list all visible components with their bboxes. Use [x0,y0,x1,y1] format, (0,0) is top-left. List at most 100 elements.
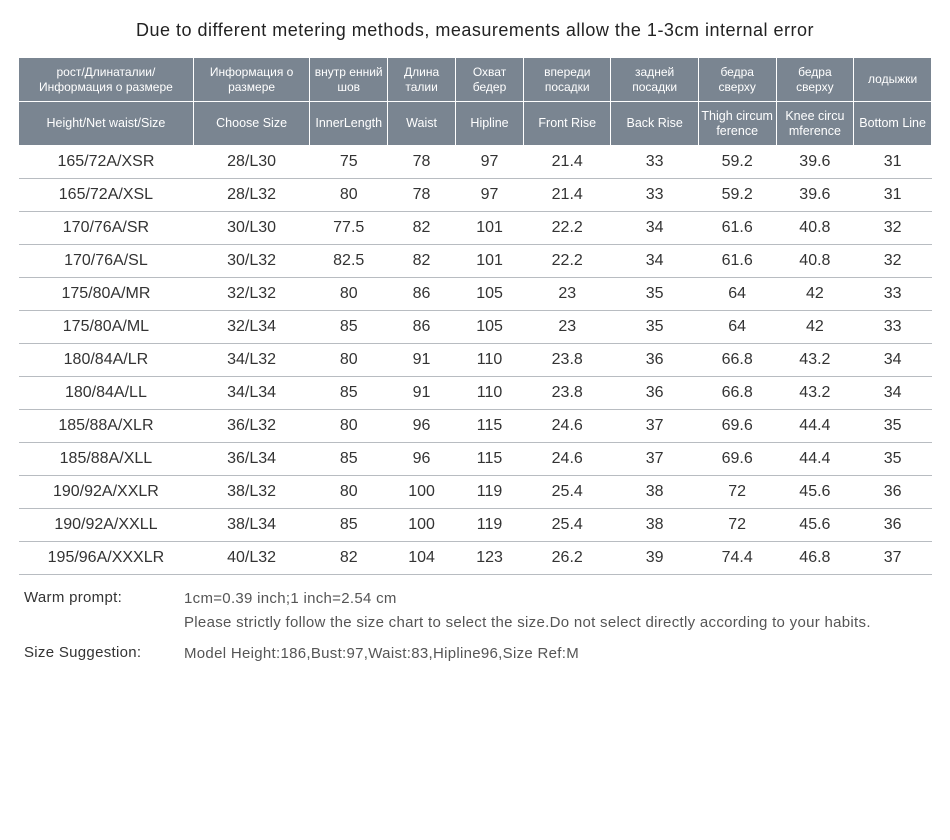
cell: 104 [388,542,456,575]
header-en-4: Hipline [456,102,524,146]
cell: 31 [854,146,932,179]
cell: 82 [310,542,388,575]
table-row: 180/84A/LL34/L34859111023.83666.843.234 [19,377,932,410]
cell: 34 [854,377,932,410]
table-row: 185/88A/XLR36/L32809611524.63769.644.435 [19,410,932,443]
cell: 80 [310,344,388,377]
cell: 97 [456,179,524,212]
cell: 45.6 [776,509,854,542]
cell: 115 [456,443,524,476]
cell: 39 [611,542,698,575]
cell: 61.6 [698,245,776,278]
cell: 31 [854,179,932,212]
cell: 110 [456,344,524,377]
cell: 175/80A/ML [19,311,194,344]
cell: 28/L30 [193,146,310,179]
table-row: 175/80A/ML32/L3485861052335644233 [19,311,932,344]
page-title: Due to different metering methods, measu… [18,20,932,41]
cell: 42 [776,311,854,344]
cell: 86 [388,311,456,344]
cell: 43.2 [776,344,854,377]
table-row: 185/88A/XLL36/L34859611524.63769.644.435 [19,443,932,476]
cell: 78 [388,179,456,212]
table-row: 190/92A/XXLR38/L328010011925.4387245.636 [19,476,932,509]
cell: 175/80A/MR [19,278,194,311]
cell: 61.6 [698,212,776,245]
cell: 34 [854,344,932,377]
cell: 34/L32 [193,344,310,377]
cell: 101 [456,212,524,245]
header-en-0: Height/Net waist/Size [19,102,194,146]
cell: 33 [611,146,698,179]
cell: 33 [854,278,932,311]
cell: 43.2 [776,377,854,410]
cell: 59.2 [698,146,776,179]
cell: 40.8 [776,245,854,278]
cell: 74.4 [698,542,776,575]
cell: 100 [388,509,456,542]
cell: 23 [524,278,611,311]
cell: 115 [456,410,524,443]
cell: 165/72A/XSR [19,146,194,179]
cell: 28/L32 [193,179,310,212]
cell: 91 [388,344,456,377]
cell: 105 [456,278,524,311]
cell: 119 [456,509,524,542]
cell: 185/88A/XLL [19,443,194,476]
cell: 38/L34 [193,509,310,542]
cell: 82.5 [310,245,388,278]
cell: 36 [611,377,698,410]
cell: 180/84A/LR [19,344,194,377]
header-row-ru: рост/Длинаталии/ Информация о размереИнф… [19,58,932,102]
cell: 82 [388,212,456,245]
cell: 25.4 [524,509,611,542]
header-en-3: Waist [388,102,456,146]
cell: 80 [310,476,388,509]
table-row: 170/76A/SR30/L3077.58210122.23461.640.83… [19,212,932,245]
cell: 37 [854,542,932,575]
header-ru-3: Длина талии [388,58,456,102]
cell: 36/L34 [193,443,310,476]
cell: 69.6 [698,443,776,476]
cell: 170/76A/SR [19,212,194,245]
cell: 38 [611,476,698,509]
cell: 30/L32 [193,245,310,278]
cell: 59.2 [698,179,776,212]
header-ru-7: бедра сверху [698,58,776,102]
header-ru-0: рост/Длинаталии/ Информация о размере [19,58,194,102]
cell: 123 [456,542,524,575]
cell: 35 [854,443,932,476]
cell: 80 [310,278,388,311]
cell: 66.8 [698,344,776,377]
cell: 26.2 [524,542,611,575]
cell: 190/92A/XXLL [19,509,194,542]
cell: 22.2 [524,212,611,245]
warm-prompt-line2: Please strictly follow the size chart to… [184,613,926,633]
cell: 42 [776,278,854,311]
header-ru-1: Информация о размере [193,58,310,102]
cell: 36 [854,509,932,542]
cell: 72 [698,509,776,542]
cell: 34/L34 [193,377,310,410]
header-ru-6: задней посадки [611,58,698,102]
cell: 45.6 [776,476,854,509]
cell: 37 [611,443,698,476]
cell: 80 [310,179,388,212]
cell: 33 [611,179,698,212]
cell: 180/84A/LL [19,377,194,410]
cell: 32/L34 [193,311,310,344]
cell: 35 [611,311,698,344]
cell: 80 [310,410,388,443]
cell: 25.4 [524,476,611,509]
cell: 24.6 [524,443,611,476]
cell: 44.4 [776,443,854,476]
table-row: 170/76A/SL30/L3282.58210122.23461.640.83… [19,245,932,278]
cell: 101 [456,245,524,278]
cell: 119 [456,476,524,509]
cell: 91 [388,377,456,410]
cell: 96 [388,443,456,476]
cell: 39.6 [776,179,854,212]
cell: 21.4 [524,146,611,179]
header-ru-9: лодыжки [854,58,932,102]
header-en-2: InnerLength [310,102,388,146]
